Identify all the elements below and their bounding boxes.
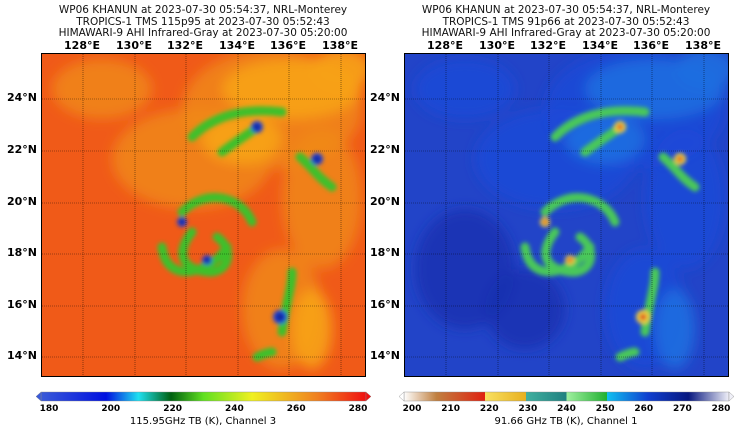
lat-label: 24°N (6, 91, 37, 104)
lon-label: 136°E (633, 39, 669, 52)
colorbar-label: 91.66 GHz TB (K), Channel 1 (494, 416, 638, 427)
colorbar-tick: 260 (286, 404, 306, 414)
lon-label: 136°E (270, 39, 306, 52)
title-line: HIMAWARI-9 AHI Infrared-Gray at 2023-07-… (58, 27, 348, 39)
lon-label: 128°E (427, 39, 463, 52)
colorbar-tick: 250 (595, 404, 615, 414)
colorbar-tick: 180 (39, 404, 59, 414)
colorbar-tick: 260 (634, 404, 654, 414)
rain-band (540, 193, 620, 227)
colorbar-max-extend (365, 391, 371, 402)
lon-label: 128°E (64, 39, 100, 52)
colorbar-tick: 210 (441, 404, 461, 414)
title-line: TROPICS-1 TMS 115p95 at 2023-07-30 05:52… (76, 15, 330, 28)
title-line: WP06 KHANUN at 2023-07-30 05:54:37, NRL-… (421, 4, 711, 16)
colorbar-tick: 280 (348, 404, 368, 414)
lon-label: 138°E (322, 39, 358, 52)
satellite-image (41, 53, 366, 377)
lat-label: 22°N (6, 143, 37, 156)
rain-band (658, 152, 700, 192)
satellite-image (404, 53, 729, 377)
lon-label: 130°E (116, 39, 152, 52)
lat-label: 20°N (369, 195, 400, 208)
colorbar-min-extend (399, 391, 405, 402)
right-panel-91ghz: WP06 KHANUN at 2023-07-30 05:54:37, NRL-… (363, 0, 750, 434)
lat-label: 14°N (369, 349, 400, 362)
colorbar (36, 391, 371, 402)
colorbar-label: 115.95GHz TB (K), Channel 3 (129, 416, 277, 427)
colorbar-tick: 280 (711, 404, 731, 414)
title-line: WP06 KHANUN at 2023-07-30 05:54:37, NRL-… (58, 4, 348, 16)
colorbar-tick: 270 (672, 404, 692, 414)
rain-band (520, 242, 595, 277)
rain-band (157, 242, 232, 277)
colorbar-tick: 200 (101, 404, 121, 414)
title-line: HIMAWARI-9 AHI Infrared-Gray at 2023-07-… (421, 27, 711, 39)
lon-label: 134°E (219, 39, 255, 52)
lat-label: 20°N (6, 195, 37, 208)
colorbar-tick: 220 (479, 404, 499, 414)
plot-title: WP06 KHANUN at 2023-07-30 05:54:37, NRL-… (58, 4, 348, 40)
lon-label: 134°E (582, 39, 618, 52)
colorbar-tick: 240 (557, 404, 576, 414)
lon-label: 130°E (479, 39, 515, 52)
rain-band (550, 106, 650, 142)
colorbar-tick: 200 (402, 404, 422, 414)
colorbar-tick: 240 (224, 404, 244, 414)
lon-label: 138°E (685, 39, 721, 52)
lon-label: 132°E (530, 39, 566, 52)
colorbar-max-extend (728, 391, 734, 402)
plot-title: WP06 KHANUN at 2023-07-30 05:54:37, NRL-… (421, 4, 711, 40)
rain-band (295, 152, 337, 192)
title-line: TROPICS-1 TMS 91p66 at 2023-07-30 05:52:… (442, 15, 690, 28)
lat-label: 18°N (369, 246, 400, 259)
lat-label: 14°N (6, 349, 37, 362)
colorbar-tick: 220 (163, 404, 182, 414)
rain-band (177, 193, 257, 227)
lon-label: 132°E (167, 39, 203, 52)
lat-label: 18°N (6, 246, 37, 259)
colorbar-tick: 230 (518, 404, 538, 414)
rain-band (252, 347, 277, 362)
left-panel-115ghz: WP06 KHANUN at 2023-07-30 05:54:37, NRL-… (0, 0, 371, 434)
lat-label: 24°N (369, 91, 400, 104)
rain-band (187, 106, 287, 142)
lat-label: 16°N (369, 298, 400, 311)
lat-label: 22°N (369, 143, 400, 156)
lat-label: 16°N (6, 298, 37, 311)
colorbar (399, 391, 734, 402)
colorbar-min-extend (36, 391, 42, 402)
rain-band (615, 347, 640, 362)
